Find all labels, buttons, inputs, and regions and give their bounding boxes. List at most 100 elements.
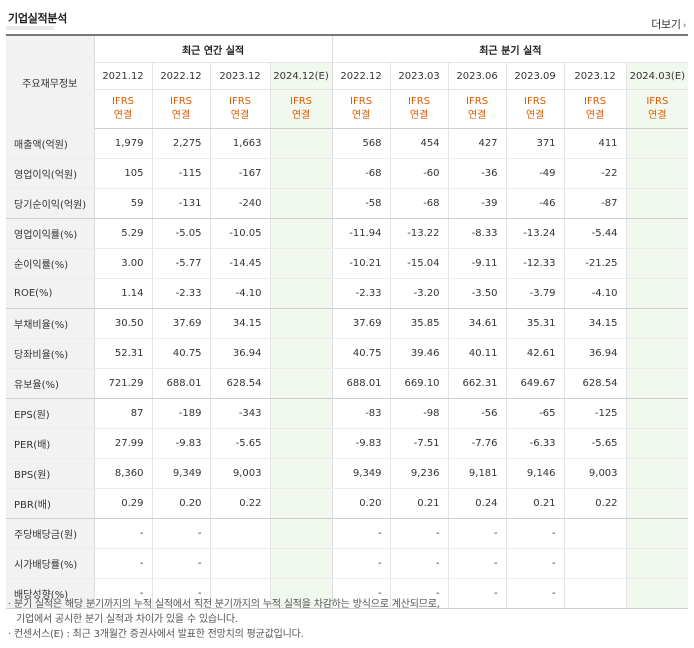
table-cell: - bbox=[94, 518, 152, 549]
table-cell bbox=[625, 218, 689, 249]
footnote-1: · 분기 실적은 해당 분기까지의 누적 실적에서 직전 분기까지의 누적 실적… bbox=[8, 599, 440, 610]
ifrs-header: IFRS 연결 bbox=[505, 89, 565, 129]
table-cell bbox=[269, 518, 333, 549]
row-label: EPS(원) bbox=[6, 398, 95, 429]
table-cell bbox=[625, 158, 689, 189]
table-cell: 0.20 bbox=[331, 488, 391, 519]
ifrs-label: IFRS bbox=[408, 96, 431, 107]
consolidated-label: 연결 bbox=[525, 110, 545, 121]
table-cell: 5.29 bbox=[94, 218, 152, 249]
table-cell: - bbox=[331, 518, 391, 549]
table-row: PER(배) 27.99 -9.83 -5.65 -9.83 -7.51 -7.76 -6.3… bbox=[6, 428, 689, 459]
table-cell: 8,360 bbox=[94, 458, 152, 489]
table-cell: -3.20 bbox=[389, 278, 449, 309]
table-cell bbox=[209, 578, 270, 609]
table-cell bbox=[625, 518, 689, 549]
table-cell bbox=[269, 548, 333, 579]
table-cell: -10.05 bbox=[209, 218, 270, 249]
corner-label: 주요재무정보 bbox=[6, 34, 95, 129]
table-cell bbox=[625, 398, 689, 429]
table-cell bbox=[625, 488, 689, 519]
table-cell: 35.31 bbox=[505, 308, 565, 339]
table-row: PBR(배) 0.29 0.20 0.22 0.20 0.21 0.24 0.21 0.22 bbox=[6, 488, 689, 519]
table-row: 영업이익률(%) 5.29 -5.05 -10.05 -11.94 -13.22 -8.33… bbox=[6, 218, 689, 249]
table-cell: -13.22 bbox=[389, 218, 449, 249]
table-cell: 411 bbox=[563, 128, 627, 159]
table-cell: - bbox=[331, 548, 391, 579]
table-cell: 0.22 bbox=[563, 488, 627, 519]
table-cell: -2.33 bbox=[151, 278, 210, 309]
table-row: 순이익률(%) 3.00 -5.77 -14.45 -10.21 -15.04 -9.11-… bbox=[6, 248, 689, 279]
table-cell: -58 bbox=[331, 188, 391, 219]
ifrs-header: IFRS 연결 bbox=[563, 89, 627, 129]
row-label: 영업이익(억원) bbox=[6, 158, 95, 189]
row-label: 주당배당금(원) bbox=[6, 518, 95, 549]
header-group-row: 주요재무정보 최근 연간 실적 최근 분기 실적 bbox=[6, 34, 689, 129]
table-cell: -5.44 bbox=[563, 218, 627, 249]
table-cell: - bbox=[331, 578, 391, 609]
table-cell: 36.94 bbox=[563, 338, 627, 369]
table-cell: -10.21 bbox=[331, 248, 391, 279]
group-annual: 최근 연간 실적 bbox=[94, 34, 333, 63]
row-label: 부채비율(%) bbox=[6, 308, 95, 339]
table-row: 당좌비율(%) 52.31 40.75 36.94 40.75 39.46 40.11 42.… bbox=[6, 338, 689, 369]
table-cell bbox=[625, 548, 689, 579]
table-cell: -68 bbox=[389, 188, 449, 219]
table-row: ROE(%) 1.14 -2.33 -4.10 -2.33 -3.20 -3.50 -3.79… bbox=[6, 278, 689, 309]
table-cell: 105 bbox=[94, 158, 152, 189]
table-cell: 39.46 bbox=[389, 338, 449, 369]
table-cell: 669.10 bbox=[389, 368, 449, 399]
table-cell: -5.65 bbox=[209, 428, 270, 459]
table-cell bbox=[269, 218, 333, 249]
table-cell: 628.54 bbox=[209, 368, 270, 399]
consolidated-label: 연결 bbox=[585, 110, 605, 121]
row-label: 당기순이익(억원) bbox=[6, 188, 95, 219]
ifrs-label: IFRS bbox=[584, 96, 607, 107]
table-cell: 40.75 bbox=[151, 338, 210, 369]
ifrs-header: IFRS 연결 bbox=[269, 89, 333, 129]
table-row: 시가배당률(%) - - - - - - bbox=[6, 548, 689, 579]
table-cell: 2,275 bbox=[151, 128, 210, 159]
more-link[interactable]: 더보기 › bbox=[651, 16, 686, 32]
table-row: 당기순이익(억원) 59 -131 -240 -58 -68 -39 -46 -87 bbox=[6, 188, 689, 219]
table-cell bbox=[269, 248, 333, 279]
table-cell: -7.76 bbox=[447, 428, 507, 459]
table-cell: - bbox=[389, 578, 449, 609]
table-cell: -68 bbox=[331, 158, 391, 189]
table-cell: -9.83 bbox=[151, 428, 210, 459]
table-cell: 30.50 bbox=[94, 308, 152, 339]
table-cell bbox=[269, 308, 333, 339]
financial-table: 주요재무정보 최근 연간 실적 최근 분기 실적 2021.12 2022.12 2… bbox=[6, 34, 689, 609]
table-cell bbox=[625, 368, 689, 399]
table-cell: 427 bbox=[447, 128, 507, 159]
consolidated-label: 연결 bbox=[171, 110, 191, 121]
table-cell: - bbox=[94, 578, 152, 609]
table-cell bbox=[625, 458, 689, 489]
table-cell: 35.85 bbox=[389, 308, 449, 339]
table-row: 매출액(억원) 1,979 2,275 1,663 568 454 427 371 411 bbox=[6, 128, 689, 159]
table-cell bbox=[269, 398, 333, 429]
period-header: 2024.12(E) bbox=[269, 62, 333, 90]
table-cell bbox=[269, 458, 333, 489]
table-cell: -5.65 bbox=[563, 428, 627, 459]
row-label: 순이익률(%) bbox=[6, 248, 95, 279]
table-cell: 3.00 bbox=[94, 248, 152, 279]
chevron-right-icon: › bbox=[682, 21, 687, 31]
row-label: 배당성향(%) bbox=[6, 578, 95, 609]
table-cell: -4.10 bbox=[563, 278, 627, 309]
more-label[interactable]: 더보기 bbox=[651, 18, 681, 31]
table-cell: -3.79 bbox=[505, 278, 565, 309]
table-cell: - bbox=[94, 548, 152, 579]
period-header: 2023.12 bbox=[209, 62, 270, 90]
table-cell: 9,146 bbox=[505, 458, 565, 489]
period-row: 2021.12 2022.12 2023.12 2024.12(E) 2022.12 20… bbox=[6, 62, 689, 90]
ifrs-label: IFRS bbox=[524, 96, 547, 107]
table-cell: 0.24 bbox=[447, 488, 507, 519]
table-cell: -65 bbox=[505, 398, 565, 429]
table-cell: 1,979 bbox=[94, 128, 152, 159]
table-cell: 34.15 bbox=[209, 308, 270, 339]
table-cell: 9,349 bbox=[151, 458, 210, 489]
table-cell: -125 bbox=[563, 398, 627, 429]
table-cell: 40.11 bbox=[447, 338, 507, 369]
table-cell: -12.33 bbox=[505, 248, 565, 279]
